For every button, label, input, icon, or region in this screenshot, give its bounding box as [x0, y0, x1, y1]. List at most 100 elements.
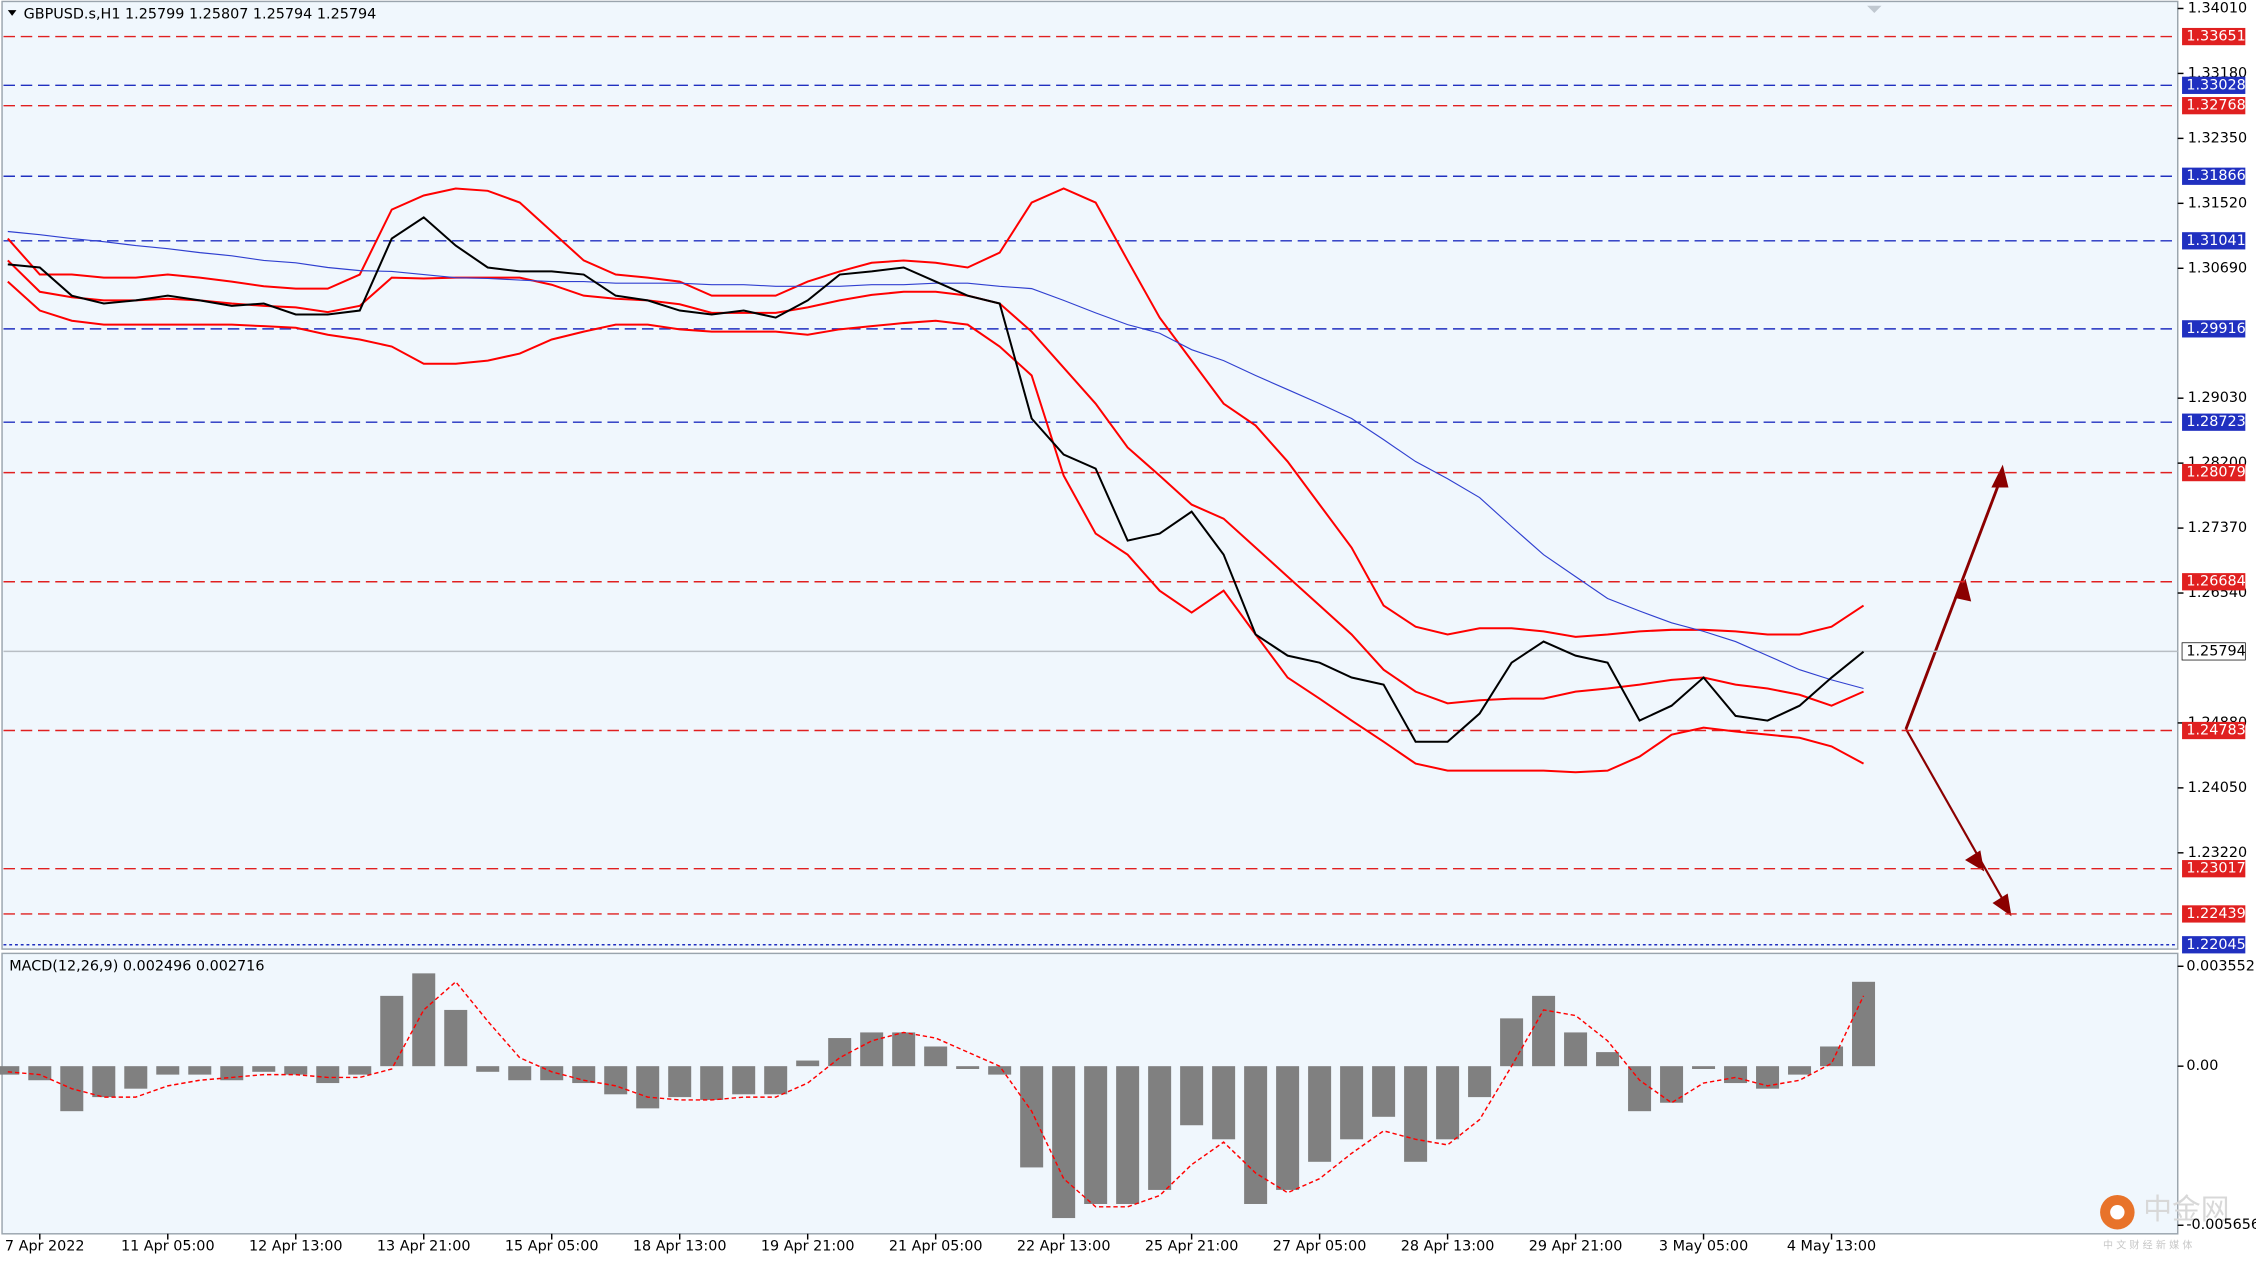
level-label: 1.23017 [2186, 861, 2245, 877]
macd-bar [412, 973, 436, 1067]
level-label-bg [2182, 27, 2246, 46]
macd-bar [1308, 1066, 1332, 1162]
x-tick-label: 3 May 05:00 [1659, 1239, 1748, 1255]
macd-bar [1180, 1066, 1204, 1126]
level-label-bg [2182, 463, 2246, 482]
y-tick-label: 1.32350 [2188, 130, 2247, 146]
macd-bar [668, 1066, 692, 1098]
watermark-subtitle: 中 文 财 经 新 媒 体 [2103, 1238, 2193, 1251]
series-line [7, 230, 1864, 690]
macd-bar [1052, 1066, 1076, 1219]
macd-bar [764, 1066, 788, 1095]
y-tick-label: -0.005656 [2186, 1217, 2256, 1233]
y-tick-label: 1.23220 [2188, 845, 2247, 861]
y-tick-label: 1.27370 [2188, 520, 2247, 536]
y-tick-label: 1.34010 [2188, 0, 2247, 16]
chart-title: GBPUSD.s,H1 1.25799 1.25807 1.25794 1.25… [24, 6, 377, 22]
macd-bar [284, 1066, 308, 1075]
macd-bar [1660, 1066, 1684, 1103]
x-tick-label: 12 Apr 13:00 [249, 1239, 343, 1255]
macd-bar [540, 1066, 564, 1081]
macd-bar [956, 1066, 980, 1069]
x-tick-label: 25 Apr 21:00 [1145, 1239, 1239, 1255]
level-label: 1.22439 [2186, 906, 2245, 922]
x-tick-label: 7 Apr 2022 [5, 1239, 85, 1255]
arrow-head [1992, 893, 2012, 917]
level-label-bg [2182, 76, 2246, 94]
macd-bar [1340, 1066, 1364, 1140]
macd-bar [1372, 1066, 1396, 1117]
price-pane [1, 0, 2179, 950]
macd-bar [380, 995, 404, 1067]
macd-bar [1276, 1066, 1300, 1190]
macd-bar [1404, 1066, 1428, 1162]
arrow-head [1991, 464, 2009, 488]
level-label: 1.33651 [2186, 29, 2245, 45]
collapse-icon [7, 10, 17, 16]
macd-bar [732, 1066, 756, 1095]
level-label-bg [2182, 167, 2246, 185]
arrow-down [1905, 728, 2009, 910]
macd-bar [700, 1066, 724, 1100]
macd-bar [476, 1066, 500, 1072]
last-price-bg [2181, 642, 2246, 661]
macd-bar [1244, 1066, 1268, 1204]
series-line [7, 280, 1865, 774]
level-label: 1.24783 [2186, 723, 2245, 739]
y-tick-label: 1.30690 [2188, 260, 2247, 276]
macd-bar [796, 1060, 820, 1067]
macd-bar [1116, 1066, 1140, 1204]
x-tick-label: 4 May 13:00 [1787, 1239, 1876, 1255]
macd-bar [860, 1032, 884, 1067]
level-label-bg [2182, 905, 2246, 923]
y-tick-label: 1.29030 [2188, 390, 2247, 406]
x-tick-label: 11 Apr 05:00 [121, 1239, 215, 1255]
level-label-bg [2182, 413, 2246, 431]
watermark: 中金网 中 文 财 经 新 媒 体 [2100, 1192, 2229, 1251]
arrow-head [1965, 850, 1985, 872]
x-tick-label: 18 Apr 13:00 [633, 1239, 727, 1255]
y-tick-label: 1.31520 [2188, 195, 2247, 211]
macd-bar [1436, 1066, 1460, 1140]
x-tick-label: 22 Apr 13:00 [1017, 1239, 1111, 1255]
level-label: 1.31866 [2186, 168, 2245, 184]
macd-bar [636, 1066, 660, 1109]
macd-bar [124, 1066, 148, 1089]
macd-bar [1852, 981, 1876, 1067]
macd-bar [604, 1066, 628, 1095]
x-tick-label: 28 Apr 13:00 [1401, 1239, 1495, 1255]
watermark-text: 中金网 [2143, 1192, 2229, 1226]
macd-bar [1820, 1046, 1844, 1067]
macd-bar [348, 1066, 372, 1075]
scroll-marker [1867, 5, 1882, 13]
level-label: 1.28079 [2186, 465, 2245, 481]
macd-bar [444, 1009, 468, 1067]
arrow-head [1954, 578, 1972, 602]
macd-bar [988, 1066, 1012, 1075]
macd-bar [508, 1066, 532, 1081]
macd-bar [1788, 1066, 1812, 1075]
y-tick-label: 0.003552 [2186, 958, 2255, 974]
macd-bar [252, 1066, 276, 1072]
macd-bar [220, 1066, 244, 1081]
level-label-bg [2182, 721, 2246, 740]
x-tick-label: 21 Apr 05:00 [889, 1239, 983, 1255]
macd-bar [0, 1066, 20, 1075]
level-label-bg [2182, 97, 2246, 115]
level-label: 1.26684 [2186, 574, 2245, 590]
macd-bar [1596, 1052, 1620, 1067]
macd-bar [924, 1046, 948, 1067]
level-label-bg [2182, 320, 2246, 338]
x-tick-label: 27 Apr 05:00 [1273, 1239, 1367, 1255]
macd-bar [92, 1066, 116, 1098]
level-label-bg [2182, 573, 2246, 591]
forecast-arrows [1904, 464, 2012, 917]
macd-bar [1724, 1066, 1748, 1084]
macd-bar [1148, 1066, 1172, 1190]
bottom-label: 1.22045 [2186, 937, 2245, 953]
series-line [7, 216, 1865, 743]
macd-bar [156, 1066, 180, 1075]
macd-bar [1212, 1066, 1236, 1140]
level-label: 1.28723 [2186, 414, 2245, 430]
